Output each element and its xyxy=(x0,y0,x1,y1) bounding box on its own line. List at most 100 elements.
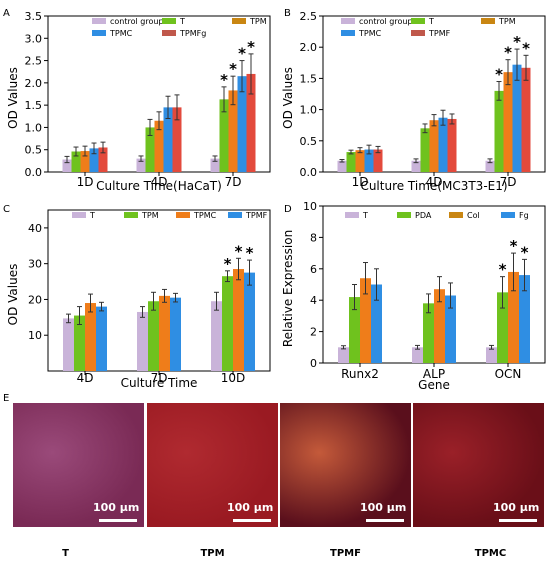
legend-label: TPM xyxy=(141,211,159,220)
legend-label: T xyxy=(428,17,434,26)
significance-star: * xyxy=(224,255,232,273)
legend-swatch xyxy=(411,18,425,24)
bar xyxy=(423,303,434,363)
bar xyxy=(210,158,220,172)
legend-label: TPMC xyxy=(109,29,133,38)
bar xyxy=(219,99,229,172)
y-tick-label: 8 xyxy=(310,231,317,244)
significance-star: * xyxy=(495,66,503,84)
significance-star: * xyxy=(522,39,530,57)
legend-label: TPMC xyxy=(193,211,217,220)
y-tick-label: 0 xyxy=(310,357,317,370)
bar xyxy=(233,269,244,371)
legend-label: TPMC xyxy=(358,29,382,38)
y-axis-label: OD Values xyxy=(6,264,20,326)
panel-letter-d: D xyxy=(284,204,292,215)
significance-star: * xyxy=(510,237,518,255)
bar xyxy=(429,120,439,172)
x-axis-label: Gene xyxy=(418,378,450,392)
micrograph-t: 100 μm xyxy=(13,403,144,527)
legend-label: T xyxy=(362,211,368,220)
bar xyxy=(447,118,457,172)
x-tick-label: 10D xyxy=(221,371,246,385)
micrograph-label-tpmc: TPMC xyxy=(474,548,507,559)
bar xyxy=(237,76,247,172)
bar xyxy=(74,315,85,371)
scale-label: 100 μm xyxy=(360,501,407,514)
x-tick-label: OCN xyxy=(495,367,522,381)
y-tick-label: 2 xyxy=(310,326,317,339)
y-tick-label: 1.0 xyxy=(25,121,43,134)
legend-label: control group xyxy=(359,17,413,26)
panel-letter-e: E xyxy=(3,393,10,404)
chart-a-od-hacat: 0.0 0.5 1.0 1.5 2.0 2.5 3.0 3.5 OD Values Culture… xyxy=(6,10,271,193)
legend-swatch xyxy=(345,212,359,218)
legend-swatch xyxy=(162,30,176,36)
bar xyxy=(170,297,181,371)
x-tick-label: 4D xyxy=(77,371,94,385)
y-axis-label: OD Values xyxy=(6,67,20,129)
y-tick-label: 1.5 xyxy=(300,72,318,85)
bar xyxy=(485,160,495,172)
y-tick-label: 20 xyxy=(28,293,42,306)
significance-star: * xyxy=(235,242,243,260)
bar xyxy=(338,347,349,363)
bar xyxy=(145,127,155,172)
bar xyxy=(371,284,382,363)
bar xyxy=(438,117,448,172)
panel-letter-a: A xyxy=(3,8,10,19)
x-tick-label: 1D xyxy=(352,175,369,189)
significance-star: * xyxy=(247,38,255,56)
significance-star: * xyxy=(513,33,521,51)
legend-swatch xyxy=(162,18,176,24)
bar xyxy=(519,275,530,363)
micrograph-label-tpm: TPM xyxy=(200,548,225,559)
x-tick-label: 7D xyxy=(500,175,517,189)
bar xyxy=(486,347,497,363)
bar xyxy=(420,128,430,172)
significance-star: * xyxy=(229,60,237,78)
legend-swatch xyxy=(501,212,515,218)
x-axis-label: Culture Time xyxy=(121,376,198,390)
bar xyxy=(98,147,108,172)
bar xyxy=(172,107,182,172)
y-tick-label: 10 xyxy=(28,329,42,342)
bar xyxy=(246,73,256,172)
y-tick-label: 1.0 xyxy=(300,104,318,117)
bar xyxy=(244,272,255,371)
x-tick-label: 4D xyxy=(426,175,443,189)
bar xyxy=(96,306,107,371)
legend-swatch xyxy=(481,18,495,24)
scale-bar xyxy=(233,519,271,522)
bar xyxy=(62,159,72,172)
significance-star: * xyxy=(521,243,529,261)
significance-star: * xyxy=(220,71,228,89)
legend-swatch xyxy=(397,212,411,218)
bar xyxy=(228,90,238,172)
bar xyxy=(497,292,508,363)
legend-swatch xyxy=(232,18,246,24)
y-tick-label: 3.5 xyxy=(25,10,43,23)
bar xyxy=(85,303,96,371)
scale-label: 100 μm xyxy=(93,501,140,514)
bar xyxy=(434,289,445,363)
legend-label: TPMF xyxy=(245,211,268,220)
bar xyxy=(373,149,383,172)
bar xyxy=(159,295,170,371)
micrograph-tpmf: 100 μm xyxy=(280,403,411,527)
y-axis-label: Relative Expression xyxy=(281,230,295,347)
scale-label: 100 μm xyxy=(493,501,540,514)
legend-label: control group xyxy=(110,17,164,26)
panel-letter-b: B xyxy=(284,8,291,19)
scale-label: 100 μm xyxy=(227,501,274,514)
bar xyxy=(337,160,347,172)
x-tick-label: 1D xyxy=(77,175,94,189)
bar xyxy=(355,150,365,172)
micrograph-label-tpmf: TPMF xyxy=(330,548,361,559)
legend-label: TPMFg xyxy=(179,29,206,38)
y-tick-label: 0.5 xyxy=(300,135,318,148)
legend-label: TPM xyxy=(249,17,267,26)
y-tick-label: 10 xyxy=(303,200,317,213)
legend-label: Fg xyxy=(519,211,529,220)
